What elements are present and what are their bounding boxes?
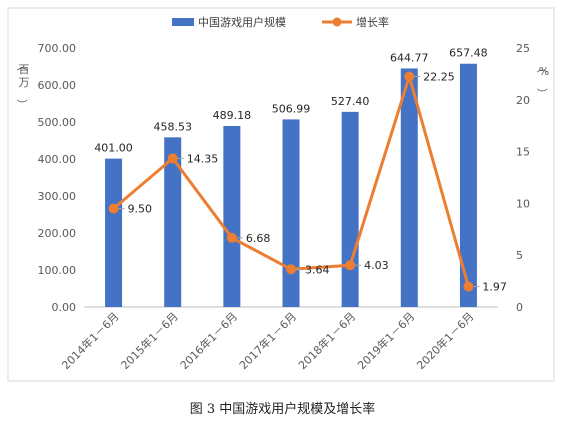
bar-data-label: 506.99 — [272, 102, 311, 115]
bar-data-label: 401.00 — [94, 142, 133, 155]
right-axis-tick-label: 20 — [516, 94, 530, 107]
left-axis-unit-label: （百万） — [16, 60, 30, 110]
bar-series — [105, 63, 477, 308]
left-axis-tick-label: 500.00 — [38, 116, 77, 129]
bar-data-label: 458.53 — [153, 120, 192, 133]
left-axis-tick-label: 300.00 — [38, 190, 77, 203]
bar — [164, 137, 182, 307]
bar-data-labels: 401.00 458.53 489.18 506.99 527.40 644.77 657.… — [94, 47, 487, 155]
right-axis-tick-label: 10 — [516, 197, 530, 210]
line-point — [345, 260, 356, 271]
legend-bar-label: 中国游戏用户规模 — [198, 15, 286, 29]
bar-data-label: 527.40 — [331, 95, 370, 108]
legend-line-marker — [332, 17, 342, 27]
bar-data-label: 657.48 — [449, 47, 488, 60]
line-data-label: 1.97 — [482, 281, 507, 294]
line-data-label: 4.03 — [364, 259, 389, 272]
bar — [105, 158, 123, 307]
line-point — [286, 264, 296, 275]
line-data-label: 14.35 — [187, 152, 219, 165]
line-data-label: 22.25 — [423, 70, 455, 83]
bar — [341, 111, 359, 307]
line-point — [167, 153, 178, 164]
left-axis: 0.00 100.00 200.00 300.00 400.00 500.00 600.00… — [38, 42, 77, 314]
left-axis-tick-label: 100.00 — [38, 264, 77, 277]
line-point — [463, 281, 474, 292]
left-axis-tick-label: 400.00 — [38, 153, 77, 166]
figure-caption: 图 3 中国游戏用户规模及增长率 — [189, 402, 376, 417]
left-axis-tick-label: 0.00 — [52, 301, 77, 314]
line-series — [108, 71, 474, 292]
line-data-label: 6.68 — [246, 232, 271, 245]
left-axis-tick-label: 700.00 — [38, 42, 77, 55]
axis-units: （百万） （%） — [16, 60, 550, 110]
right-axis-tick-label: 0 — [516, 301, 523, 314]
right-axis: 0 5 10 15 20 25 — [516, 42, 530, 314]
left-axis-tick-label: 600.00 — [38, 79, 77, 92]
left-axis-tick-label: 200.00 — [38, 227, 77, 240]
right-axis-tick-label: 25 — [516, 42, 530, 55]
bar-data-label: 489.18 — [213, 109, 252, 122]
legend-bar-swatch — [172, 18, 194, 26]
legend: 中国游戏用户规模 增长率 — [172, 15, 389, 29]
right-axis-tick-label: 5 — [516, 249, 523, 262]
line-point — [226, 232, 237, 243]
legend-line-label: 增长率 — [356, 15, 389, 29]
line-point — [404, 71, 415, 82]
bar — [282, 119, 300, 307]
right-axis-tick-label: 15 — [516, 146, 530, 159]
line-data-labels: 9.50 14.35 6.68 3.64 4.03 22.25 1.97 — [118, 70, 507, 294]
right-axis-unit-label: （%） — [536, 62, 550, 99]
line-point — [108, 203, 119, 214]
bar — [459, 63, 477, 308]
bar — [223, 126, 241, 307]
bar — [400, 68, 418, 308]
bar-data-label: 644.77 — [390, 51, 429, 64]
line-data-label: 9.50 — [128, 203, 153, 216]
line-data-label: 3.64 — [305, 263, 330, 276]
